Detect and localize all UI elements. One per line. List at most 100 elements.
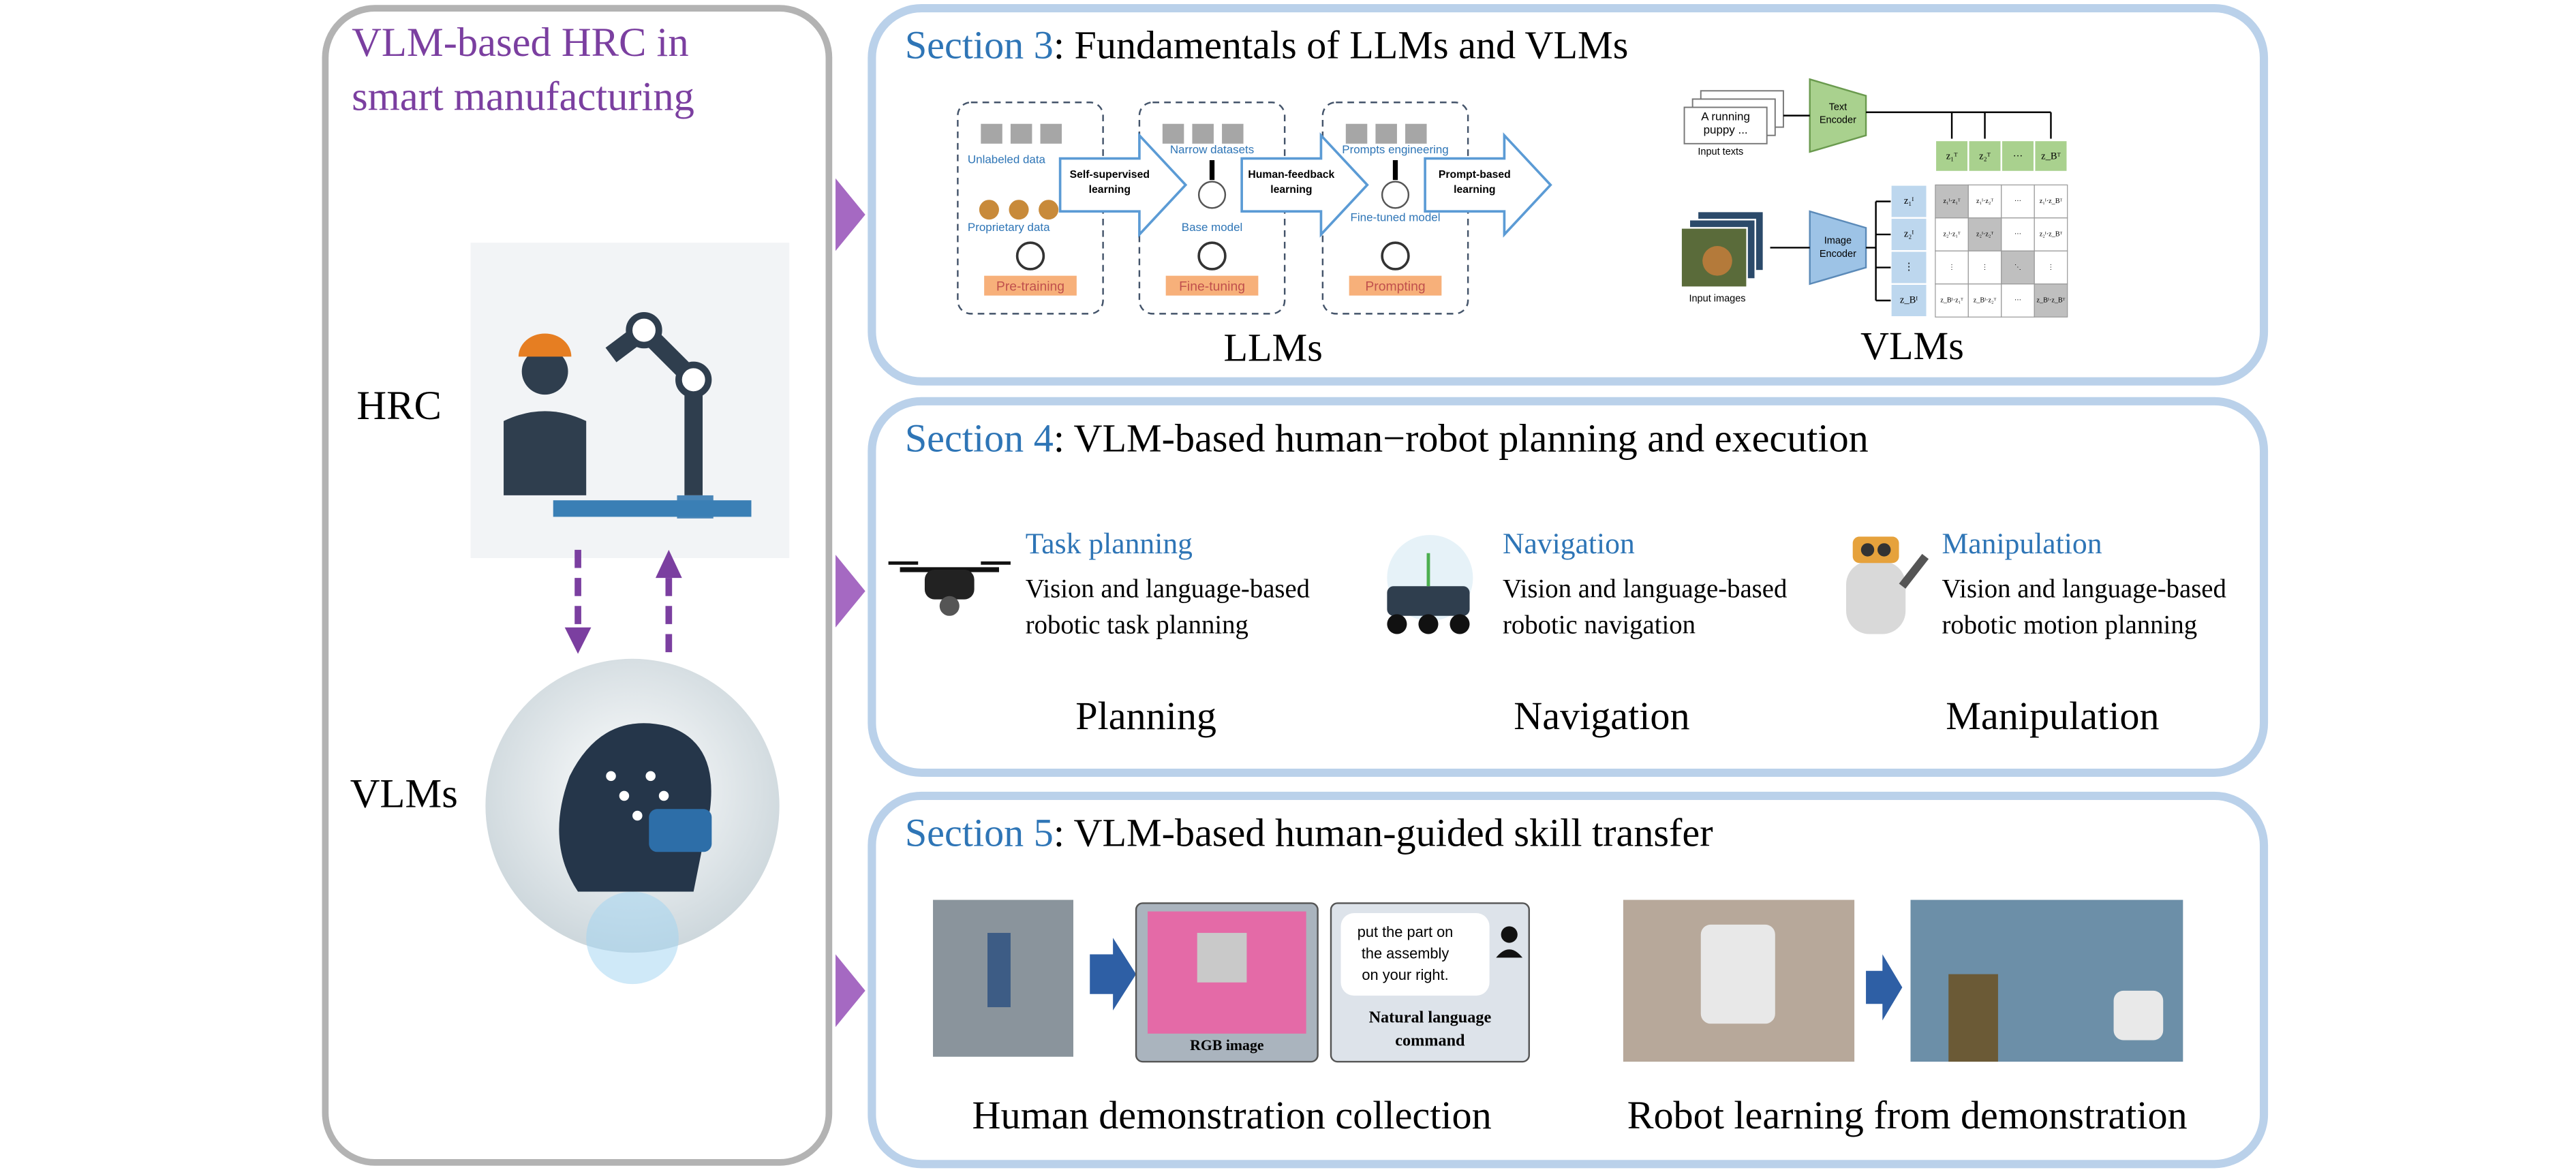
stage-tag xyxy=(1349,275,1442,296)
label: z_Bᵀ xyxy=(2041,151,2061,162)
part xyxy=(1197,933,1247,983)
label: Prompting xyxy=(1365,279,1425,294)
process-arrow xyxy=(1240,132,1369,238)
panel-title: VLM-based HRC in xyxy=(352,20,689,65)
joint xyxy=(675,361,712,398)
label: Fine-tuned model xyxy=(1351,211,1441,224)
label: Pre-training xyxy=(996,279,1064,294)
glow xyxy=(586,891,679,985)
label: Unlabeled data xyxy=(968,153,1046,166)
stage-icon xyxy=(1381,241,1410,271)
matrix-cell xyxy=(1967,250,2002,285)
label: Image xyxy=(1824,236,1852,247)
arrow-head xyxy=(564,627,592,654)
label: Encoder xyxy=(1820,249,1856,260)
label: Human-feedback xyxy=(1248,169,1334,181)
item-description: Vision and language-based xyxy=(1503,574,1787,603)
label: Proprietary data xyxy=(968,221,1050,234)
label: z₂ᴵ xyxy=(1904,228,1914,239)
label: z₂ᴵ·z₁ᵀ xyxy=(1943,230,1961,238)
label: ··· xyxy=(2013,151,2023,162)
data-icon xyxy=(1039,200,1059,220)
label: z₁ᴵ xyxy=(1904,196,1914,206)
connector xyxy=(1770,201,1877,301)
label: z₂ᵀ xyxy=(1979,151,1991,162)
conveyor xyxy=(553,500,752,517)
label: the assembly xyxy=(1362,944,1450,961)
step-arrow xyxy=(1866,954,1903,1021)
data-icon xyxy=(979,200,999,220)
label: learning xyxy=(1089,184,1131,196)
section-heading: Section 3: Fundamentals of LLMs and VLMs xyxy=(905,23,1629,67)
robot xyxy=(2113,990,2164,1041)
data-icon xyxy=(1192,123,1214,144)
label: put the part on xyxy=(1358,923,1454,940)
figure-label: Robot learning from demonstration xyxy=(1627,1093,2188,1137)
circuit-dot xyxy=(619,790,630,801)
drone-camera xyxy=(939,596,960,616)
label: z_Bᴵ·z_Bᵀ xyxy=(2037,296,2066,304)
label: Narrow datasets xyxy=(1170,143,1254,156)
drone-body xyxy=(924,569,975,600)
data-icon xyxy=(1375,123,1397,144)
panel-title: smart manufacturing xyxy=(352,74,694,120)
section-heading: Section 5: VLM-based human-guided skill … xyxy=(905,811,1713,855)
section-number: Section 5 xyxy=(905,811,1054,855)
label: Prompt-based xyxy=(1439,169,1511,181)
left-panel xyxy=(322,5,833,1166)
label: z₁ᵀ xyxy=(1946,151,1959,162)
rover xyxy=(1387,586,1470,616)
worker-head xyxy=(521,348,568,395)
figure-label: VLMs xyxy=(1860,324,1964,368)
wheel xyxy=(1418,614,1439,634)
matrix-cell xyxy=(1967,184,2002,219)
label: z_Bᴵ xyxy=(1900,294,1918,305)
label: ⋮ xyxy=(2047,264,2054,271)
robot-arm xyxy=(605,321,703,495)
label: z₁ᴵ·z₂ᵀ xyxy=(1976,198,1994,205)
section-box xyxy=(868,791,2269,1169)
item-description: robotic task planning xyxy=(1026,611,1248,640)
label: ··· xyxy=(2014,296,2021,304)
circuit-dot xyxy=(632,810,643,821)
section-box xyxy=(868,4,2269,386)
item-heading: Manipulation xyxy=(1942,527,2102,560)
section-number: Section 3 xyxy=(905,23,1054,67)
label: Input texts xyxy=(1698,147,1743,157)
eye xyxy=(1860,543,1875,557)
speech-bubble xyxy=(649,809,712,852)
section-number: Section 4 xyxy=(905,416,1054,461)
data-icon xyxy=(981,123,1002,144)
connector xyxy=(1783,111,2051,117)
text-encoder xyxy=(1809,78,1867,153)
label: ··· xyxy=(2014,230,2021,238)
matrix-cell xyxy=(1967,217,2002,251)
label: ⋮ xyxy=(1981,264,1988,271)
stage-icon xyxy=(1197,241,1227,271)
person xyxy=(987,933,1011,1008)
text-token xyxy=(2034,139,2068,173)
text-token xyxy=(1934,139,1969,173)
matrix-cell xyxy=(2034,250,2068,285)
data-icon xyxy=(1345,123,1368,144)
step-arrow xyxy=(1090,938,1137,1011)
matrix-cell xyxy=(2001,250,2035,285)
matrix-cell xyxy=(2001,217,2035,251)
wheel xyxy=(1450,614,1470,634)
item-description: robotic motion planning xyxy=(1942,611,2198,640)
item-description: Vision and language-based xyxy=(1942,574,2226,603)
stage-tag xyxy=(984,275,1077,296)
data-icon xyxy=(1009,200,1029,220)
section-title: : VLM-based human−robot planning and exe… xyxy=(1054,416,1869,461)
section-heading: Section 4: VLM-based human−robot plannin… xyxy=(905,416,1869,461)
hrc-label: HRC xyxy=(356,383,442,429)
stage-tag xyxy=(1165,275,1259,296)
data-icon xyxy=(1405,123,1427,144)
pointer xyxy=(835,178,865,251)
robot-body xyxy=(1846,561,1906,634)
label: ⋮ xyxy=(1948,264,1955,271)
label: Self-supervised xyxy=(1070,169,1150,181)
figure-label: Navigation xyxy=(1514,694,1689,738)
